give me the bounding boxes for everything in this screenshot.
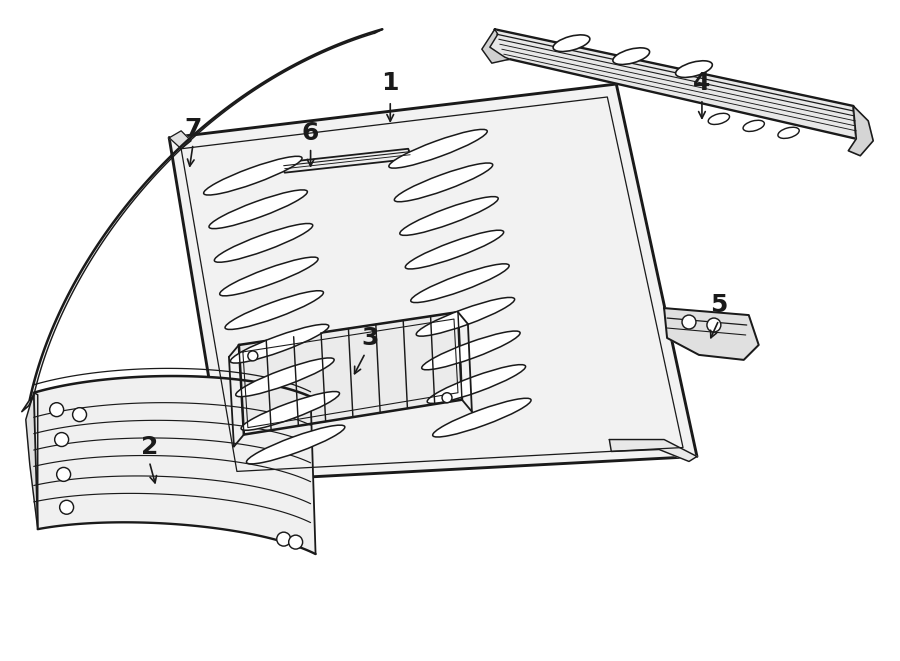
Ellipse shape [214,223,312,262]
Ellipse shape [247,425,345,464]
Ellipse shape [743,120,764,132]
Circle shape [50,403,64,416]
Ellipse shape [400,196,499,235]
Polygon shape [169,84,697,481]
Ellipse shape [433,398,531,437]
Polygon shape [26,393,38,529]
Polygon shape [30,29,382,400]
Ellipse shape [209,190,308,229]
Polygon shape [34,376,316,554]
Circle shape [442,393,452,403]
Circle shape [57,467,70,481]
Text: 4: 4 [693,71,711,95]
Polygon shape [482,29,509,63]
Polygon shape [22,396,34,412]
Ellipse shape [230,325,328,363]
Circle shape [289,535,302,549]
Polygon shape [281,149,412,173]
Ellipse shape [394,163,492,202]
Ellipse shape [389,130,487,168]
Polygon shape [609,440,697,461]
Circle shape [682,315,696,329]
Ellipse shape [778,128,799,138]
Text: 6: 6 [302,121,319,145]
Ellipse shape [241,391,339,430]
Ellipse shape [236,358,334,397]
Ellipse shape [613,48,650,65]
Ellipse shape [203,156,302,195]
Circle shape [706,318,721,332]
Ellipse shape [422,331,520,369]
Ellipse shape [225,291,323,329]
Text: 7: 7 [184,117,202,141]
Circle shape [276,532,291,546]
Polygon shape [238,312,462,434]
Text: 3: 3 [362,326,379,350]
Polygon shape [849,106,873,156]
Polygon shape [488,29,856,139]
Text: 2: 2 [140,434,158,459]
Ellipse shape [405,230,504,269]
Ellipse shape [554,35,590,52]
Text: 1: 1 [382,71,399,95]
Ellipse shape [428,365,526,403]
Polygon shape [664,308,759,360]
Polygon shape [169,131,191,149]
Ellipse shape [416,297,515,336]
Ellipse shape [220,257,318,296]
Ellipse shape [410,264,509,303]
Circle shape [55,432,68,447]
Ellipse shape [676,61,712,77]
Circle shape [73,408,86,422]
Circle shape [248,351,257,361]
Circle shape [59,500,74,514]
Text: 5: 5 [710,293,727,317]
Ellipse shape [708,113,730,124]
